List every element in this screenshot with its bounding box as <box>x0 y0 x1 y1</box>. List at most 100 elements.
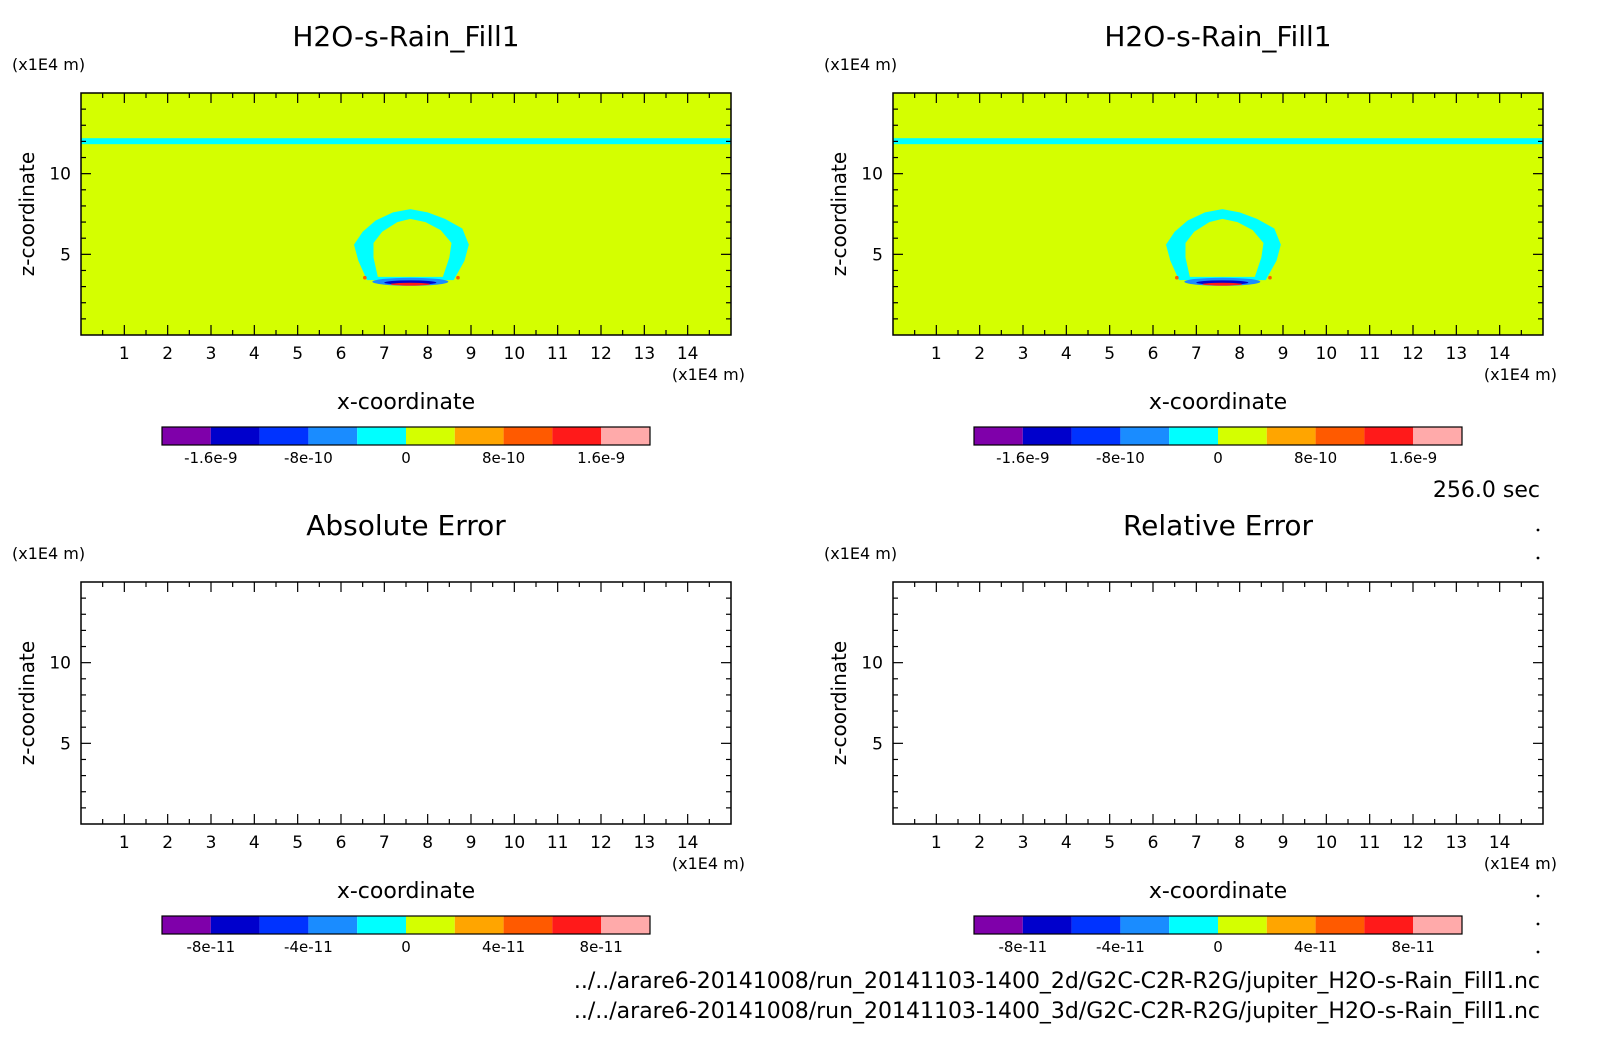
colorbar-tick-label: -8e-11 <box>186 938 235 956</box>
colorbar-cell <box>357 427 406 445</box>
y-tick-label: 5 <box>60 245 71 265</box>
chart-panel-3: Absolute Error(x1E4 m)1 2 3 4 5 6 7 8 9 10 11 12 13 1… <box>12 509 745 956</box>
colorbar-cell <box>406 427 455 445</box>
colorbar-tick-label: -1.6e-9 <box>996 449 1049 467</box>
colorbar-tick-label: -8e-11 <box>998 938 1047 956</box>
colorbar-cell <box>1266 427 1316 445</box>
x-tick-label: 14 <box>677 833 699 853</box>
x-tick-label: 4 <box>249 344 260 364</box>
x-tick-label: 2 <box>974 833 985 853</box>
y-tick-label: 5 <box>872 245 883 265</box>
colorbar-cell <box>1315 916 1365 934</box>
colorbar-tick-label: 1.6e-9 <box>577 449 625 467</box>
x-tick-label: 13 <box>634 344 656 364</box>
colorbar-cell <box>1169 427 1218 445</box>
colorbar-cell <box>308 427 358 445</box>
y-tick-label: 10 <box>49 165 71 185</box>
x-tick-label: 5 <box>1104 833 1115 853</box>
colorbar-cell <box>1218 916 1267 934</box>
x-tick-label: 10 <box>1316 344 1338 364</box>
y-axis-label: z-coordinate <box>827 152 851 276</box>
y-tick-label: 5 <box>872 734 883 754</box>
colorbar-tick-label: 0 <box>401 449 411 467</box>
x-tick-label: 9 <box>466 833 477 853</box>
colorbar-cell <box>601 916 650 934</box>
colorbar-cell <box>1413 427 1462 445</box>
y-axis-label: z-coordinate <box>15 152 39 276</box>
colorbar-frame <box>161 426 651 446</box>
colorbar-tick-label: 8e-10 <box>1294 449 1337 467</box>
x-tick-label: 9 <box>466 344 477 364</box>
x-tick-label: 3 <box>1018 833 1029 853</box>
x-tick-label: 5 <box>292 833 303 853</box>
colorbar-tick-label: 0 <box>1213 938 1223 956</box>
x-tick-label: 5 <box>292 344 303 364</box>
colorbar-tick-label: 0 <box>401 938 411 956</box>
x-axis-label: x-coordinate <box>337 879 475 904</box>
y-tick-label: 10 <box>49 654 71 674</box>
colorbar-cell <box>1315 427 1365 445</box>
x-tick-label: 8 <box>1234 344 1245 364</box>
x-tick-label: 13 <box>634 833 656 853</box>
colorbar-cell <box>503 427 553 445</box>
field-anomaly-dot <box>1268 275 1272 280</box>
y-unit-label: (x1E4 m) <box>12 55 85 74</box>
time-label: 256.0 sec <box>1433 478 1540 503</box>
colorbar-frame <box>973 426 1463 446</box>
x-tick-label: 2 <box>162 344 173 364</box>
field-anomaly-dot <box>363 275 367 280</box>
x-tick-label: 1 <box>931 833 942 853</box>
x-tick-label: 1 <box>931 344 942 364</box>
colorbar-cell <box>1120 427 1170 445</box>
x-axis-label: x-coordinate <box>1149 390 1287 415</box>
colorbar-tick-label: 8e-10 <box>482 449 525 467</box>
x-tick-label: 3 <box>206 344 217 364</box>
field-band <box>893 138 1543 145</box>
colorbar-tick-label: 1.6e-9 <box>1389 449 1437 467</box>
colorbar-frame <box>973 915 1463 935</box>
x-unit-label: (x1E4 m) <box>672 365 745 384</box>
x-axis-label: x-coordinate <box>1149 879 1287 904</box>
x-tick-label: 2 <box>162 833 173 853</box>
x-tick-label: 12 <box>1402 833 1424 853</box>
plot-frame <box>80 581 732 825</box>
colorbar-cell <box>1413 916 1462 934</box>
field-bubble-inner <box>1185 218 1264 277</box>
colorbar-cell <box>162 427 211 445</box>
colorbar-cell <box>1364 427 1414 445</box>
x-tick-label: 8 <box>422 833 433 853</box>
colorbar-cell <box>552 916 602 934</box>
colorbar-tick-label: 4e-11 <box>482 938 525 956</box>
colorbar-tick-label: -8e-10 <box>1096 449 1145 467</box>
y-axis-label: z-coordinate <box>827 641 851 765</box>
x-tick-label: 4 <box>1061 833 1072 853</box>
x-tick-label: 9 <box>1278 833 1289 853</box>
field-anomaly-dot <box>1175 275 1179 280</box>
colorbar-cell <box>210 427 260 445</box>
colorbar-cell <box>210 916 260 934</box>
colorbar-cell <box>454 916 504 934</box>
x-tick-label: 14 <box>1489 344 1511 364</box>
x-axis-label: x-coordinate <box>337 390 475 415</box>
colorbar-cell <box>1022 916 1072 934</box>
x-tick-label: 4 <box>1061 344 1072 364</box>
y-tick-label: 10 <box>861 654 883 674</box>
x-tick-label: 10 <box>504 344 526 364</box>
x-tick-label: 6 <box>1148 344 1159 364</box>
y-tick-label: 10 <box>861 165 883 185</box>
x-tick-label: 4 <box>249 833 260 853</box>
chart-panel-2: H2O-s-Rain_Fill1(x1E4 m)1 2 3 4 5 6 7 8 9 10 11 12 1… <box>824 20 1557 467</box>
chart-title: Absolute Error <box>306 509 506 542</box>
chart-panel-1: H2O-s-Rain_Fill1(x1E4 m)1 2 3 4 5 6 7 8 9 10 11 12 1… <box>12 20 745 467</box>
x-tick-label: 14 <box>677 344 699 364</box>
x-tick-label: 3 <box>1018 344 1029 364</box>
x-tick-label: 11 <box>1359 344 1381 364</box>
x-tick-label: 5 <box>1104 344 1115 364</box>
colorbar-tick-label: -4e-11 <box>284 938 333 956</box>
x-tick-label: 6 <box>336 344 347 364</box>
x-tick-label: 10 <box>1316 833 1338 853</box>
colorbar-tick-label: 8e-11 <box>1392 938 1435 956</box>
colorbar-cell <box>357 916 406 934</box>
file-path-2: ../../arare6-20141008/run_20141103-1400_… <box>574 999 1540 1024</box>
